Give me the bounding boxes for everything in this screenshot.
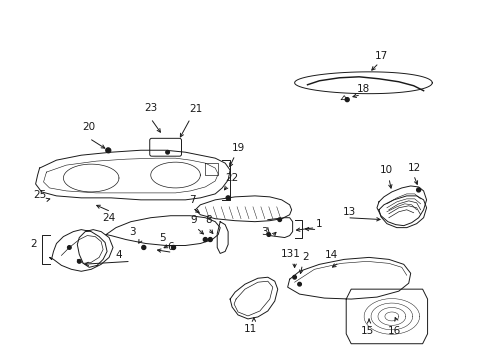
Text: 4: 4	[116, 251, 122, 260]
Text: 8: 8	[204, 215, 211, 225]
Text: 15: 15	[360, 326, 373, 336]
Text: 2: 2	[302, 252, 308, 262]
Circle shape	[297, 282, 301, 286]
Text: 13: 13	[342, 207, 355, 217]
Text: 14: 14	[324, 251, 337, 260]
Text: 1: 1	[315, 219, 322, 229]
Circle shape	[107, 149, 109, 151]
Circle shape	[277, 218, 281, 221]
Circle shape	[416, 188, 420, 192]
Text: 3: 3	[261, 226, 267, 237]
Circle shape	[142, 246, 145, 249]
Text: 7: 7	[189, 195, 195, 205]
Text: 21: 21	[188, 104, 202, 113]
Text: 6: 6	[167, 243, 174, 252]
Text: 16: 16	[387, 326, 401, 336]
Text: 19: 19	[231, 143, 244, 153]
Text: 17: 17	[374, 51, 388, 61]
Text: 22: 22	[225, 173, 238, 183]
Text: 9: 9	[190, 215, 196, 225]
Circle shape	[208, 238, 212, 242]
Text: 12: 12	[407, 163, 421, 173]
Text: 2: 2	[30, 239, 37, 249]
Circle shape	[106, 148, 110, 152]
Text: 11: 11	[243, 324, 256, 334]
Text: 20: 20	[82, 122, 96, 132]
Text: 23: 23	[144, 103, 157, 113]
Circle shape	[292, 275, 296, 279]
Circle shape	[165, 150, 169, 154]
Text: 24: 24	[102, 213, 116, 223]
Circle shape	[203, 238, 207, 242]
Text: 25: 25	[33, 190, 46, 200]
Circle shape	[345, 98, 348, 102]
Text: 5: 5	[159, 233, 165, 243]
Circle shape	[171, 246, 175, 249]
Circle shape	[266, 233, 270, 237]
Circle shape	[77, 260, 81, 263]
Text: 10: 10	[379, 165, 392, 175]
Text: 18: 18	[356, 84, 369, 94]
Text: 3: 3	[129, 226, 136, 237]
Circle shape	[67, 246, 71, 249]
Circle shape	[225, 196, 230, 200]
Text: 131: 131	[280, 249, 300, 260]
